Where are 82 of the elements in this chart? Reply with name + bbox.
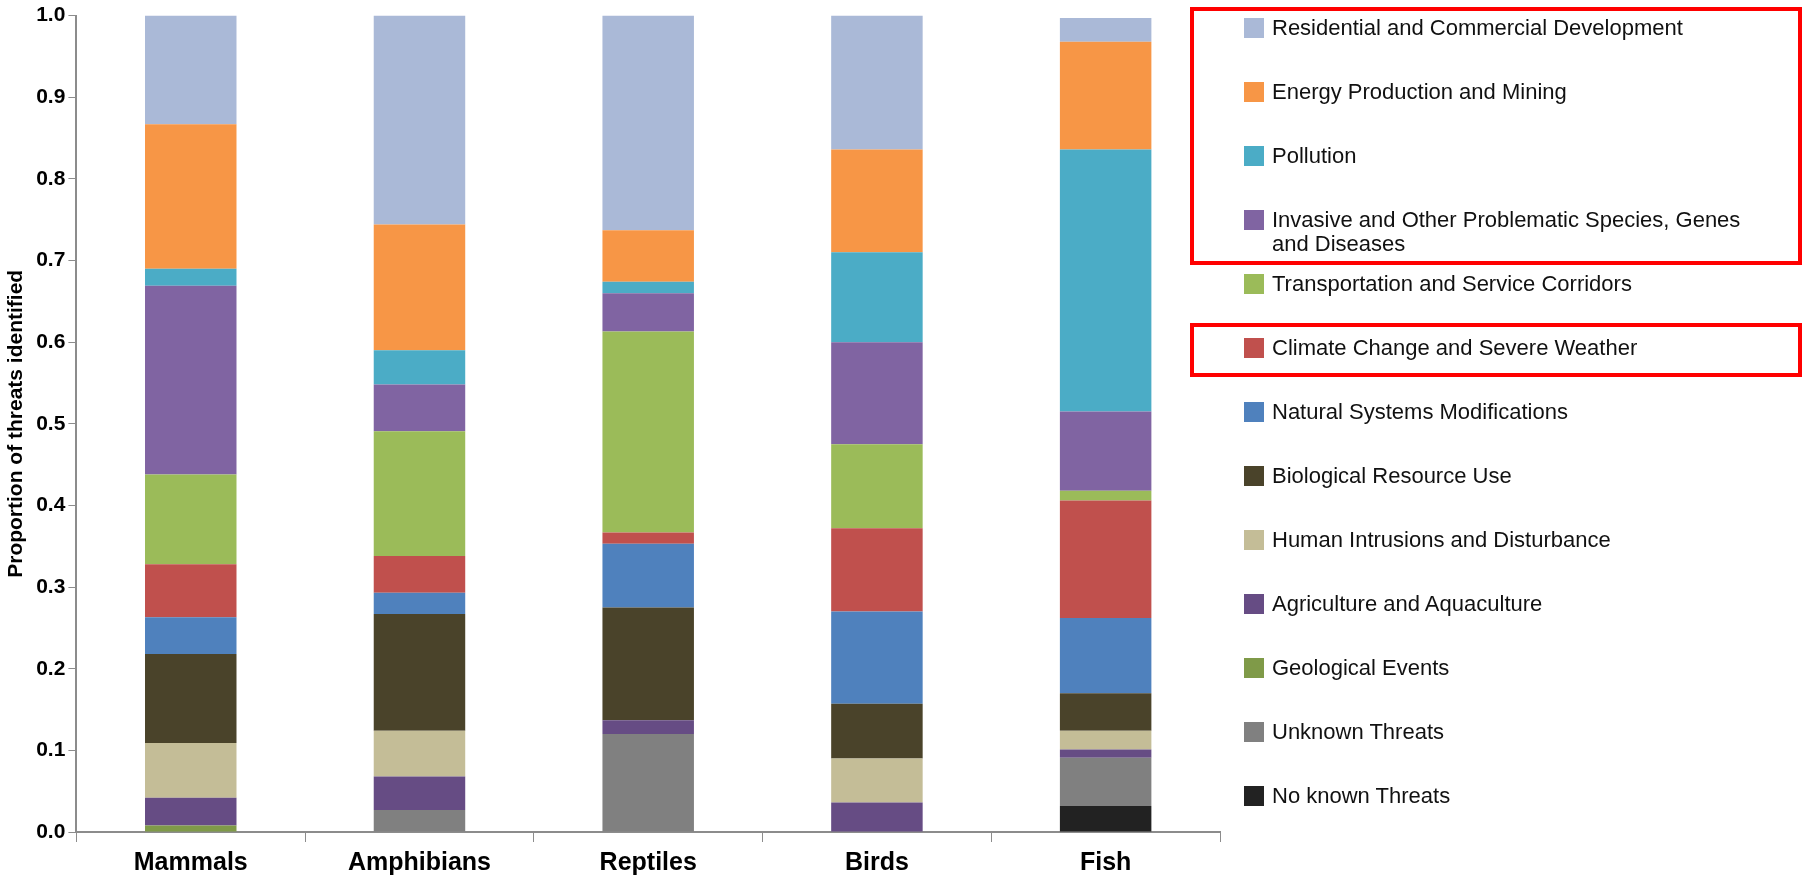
legend-label: Transportation and Service Corridors bbox=[1272, 271, 1632, 296]
bar bbox=[373, 776, 466, 810]
bar bbox=[831, 444, 923, 529]
legend-label: Biological Resource Use bbox=[1272, 463, 1512, 488]
bar bbox=[373, 614, 466, 731]
bar bbox=[602, 281, 694, 294]
bar bbox=[831, 758, 923, 803]
legend-label: Energy Production and Mining bbox=[1272, 79, 1567, 104]
bar bbox=[602, 293, 694, 332]
bar bbox=[373, 556, 466, 593]
bar bbox=[602, 532, 694, 544]
bar bbox=[831, 611, 923, 704]
bar bbox=[145, 285, 237, 475]
bar bbox=[373, 730, 466, 777]
legend-label: Geological Events bbox=[1272, 655, 1450, 680]
x-tick-label: Birds bbox=[844, 846, 909, 875]
legend-label: Invasive and Other Problematic Species, Genes and Diseases bbox=[1272, 207, 1742, 256]
bar bbox=[831, 15, 923, 150]
bar bbox=[1059, 805, 1152, 832]
bar bbox=[1059, 693, 1152, 731]
y-tick-label: 0.7 bbox=[36, 247, 66, 271]
bar bbox=[373, 224, 466, 351]
legend-label: Pollution bbox=[1272, 143, 1357, 168]
bar bbox=[831, 703, 923, 759]
bar bbox=[145, 474, 237, 565]
bar bbox=[373, 15, 466, 225]
bar bbox=[602, 543, 694, 608]
x-tick-label: Mammals bbox=[133, 846, 248, 875]
bar bbox=[1059, 18, 1152, 42]
bar bbox=[1059, 618, 1152, 694]
y-axis-title: Proportion of threats identified bbox=[3, 269, 27, 578]
bar bbox=[145, 825, 237, 832]
legend-label: Human Intrusions and Disturbance bbox=[1272, 527, 1611, 552]
bar bbox=[373, 384, 466, 432]
bar bbox=[602, 15, 694, 231]
bar bbox=[602, 230, 694, 282]
bar bbox=[831, 802, 923, 832]
y-tick-label: 0.9 bbox=[36, 84, 66, 108]
legend-label: Natural Systems Modifications bbox=[1272, 399, 1568, 424]
bar bbox=[145, 124, 237, 269]
x-tick-label: Reptiles bbox=[599, 846, 697, 875]
y-tick-label: 0.0 bbox=[36, 818, 66, 842]
bar bbox=[145, 15, 237, 125]
bar bbox=[145, 654, 237, 744]
legend-label: No known Threats bbox=[1272, 783, 1451, 808]
y-tick-label: 0.6 bbox=[36, 328, 66, 352]
bar bbox=[831, 252, 923, 343]
legend-label: Unknown Threats bbox=[1272, 719, 1445, 744]
bar bbox=[373, 350, 466, 385]
bar bbox=[602, 607, 694, 721]
legend-label: Residential and Commercial Development bbox=[1272, 15, 1683, 40]
bar bbox=[373, 592, 466, 615]
bar bbox=[1059, 41, 1152, 150]
bar bbox=[831, 149, 923, 253]
bar bbox=[145, 617, 237, 655]
bar bbox=[145, 743, 237, 798]
bar bbox=[1059, 730, 1152, 750]
bar bbox=[1059, 749, 1152, 758]
y-tick-label: 0.8 bbox=[36, 165, 66, 189]
y-tick-label: 1.0 bbox=[36, 2, 66, 26]
bar bbox=[373, 431, 466, 557]
legend-label: Agriculture and Aquaculture bbox=[1272, 591, 1543, 616]
bar bbox=[1059, 757, 1152, 806]
bar bbox=[145, 797, 237, 826]
bar bbox=[145, 564, 237, 618]
x-tick-label: Fish bbox=[1079, 846, 1132, 875]
bar bbox=[1059, 149, 1152, 412]
bar bbox=[831, 342, 923, 445]
bar bbox=[1059, 490, 1152, 501]
bar bbox=[145, 268, 237, 286]
y-tick-label: 0.1 bbox=[36, 737, 66, 761]
bar bbox=[1059, 411, 1152, 491]
bar bbox=[602, 720, 694, 735]
y-tick-label: 0.4 bbox=[36, 492, 66, 516]
y-tick-label: 0.3 bbox=[36, 573, 66, 597]
bar bbox=[602, 331, 694, 533]
y-tick-label: 0.5 bbox=[36, 410, 66, 434]
x-tick-label: Amphibians bbox=[347, 846, 492, 875]
legend-label: Climate Change and Severe Weather bbox=[1272, 335, 1638, 360]
y-tick-label: 0.2 bbox=[36, 655, 66, 679]
bar bbox=[831, 528, 923, 612]
bar bbox=[1059, 500, 1152, 619]
